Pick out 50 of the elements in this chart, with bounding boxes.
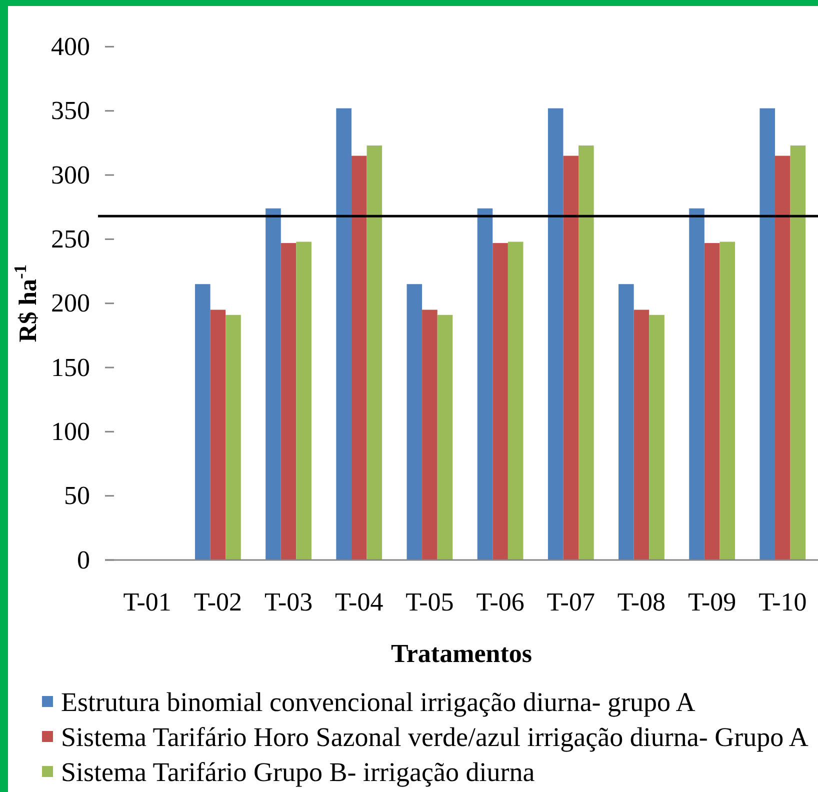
- bar: [351, 156, 367, 560]
- x-tick-label: T-06: [476, 587, 524, 616]
- y-tick-label: 400: [51, 32, 90, 62]
- bar: [563, 156, 579, 560]
- bar: [689, 208, 704, 560]
- y-tick-label: 200: [51, 288, 90, 318]
- legend-label: Sistema Tarifário Grupo B- irrigação diurna: [61, 757, 535, 787]
- y-tick-label: 150: [51, 352, 90, 382]
- y-tick-label: 0: [77, 545, 90, 574]
- bar: [477, 208, 493, 560]
- bar: [226, 314, 241, 560]
- bar: [296, 242, 312, 560]
- bar: [508, 242, 524, 560]
- bar: [775, 156, 790, 560]
- y-tick-label: 100: [51, 416, 90, 446]
- x-axis-title: Tratamentos: [390, 639, 532, 668]
- bar: [406, 284, 422, 560]
- bar: [618, 284, 634, 560]
- bar: [336, 108, 352, 560]
- x-tick-label: T-07: [546, 587, 595, 616]
- bar: [366, 146, 382, 560]
- bar: [578, 146, 594, 560]
- bar: [266, 208, 281, 560]
- legend-label: Estrutura binomial convencional irrigação diurna- grupo A: [61, 687, 696, 717]
- bar: [649, 314, 664, 560]
- bar: [437, 314, 453, 560]
- bar: [548, 108, 564, 560]
- x-tick-label: T-10: [758, 587, 807, 616]
- bar: [790, 146, 806, 560]
- bar: [195, 284, 210, 560]
- y-tick-label: 50: [64, 481, 90, 510]
- bar: [720, 242, 735, 560]
- y-tick-label: 300: [51, 160, 90, 190]
- bar: [210, 310, 226, 560]
- x-tick-label: T-01: [123, 587, 172, 616]
- legend-label: Sistema Tarifário Horo Sazonal verde/azul irrigação diurna- Grupo A: [61, 722, 809, 752]
- x-tick-label: T-03: [264, 587, 313, 616]
- y-tick-label: 250: [51, 224, 90, 254]
- bar: [760, 108, 775, 560]
- x-tick-label: T-02: [194, 587, 242, 616]
- bar: [280, 243, 296, 560]
- x-tick-label: T-09: [688, 587, 736, 616]
- x-tick-label: T-05: [406, 587, 454, 616]
- bar: [634, 310, 650, 560]
- x-tick-label: T-04: [335, 587, 384, 616]
- bar: [492, 243, 508, 560]
- x-tick-label: T-08: [617, 587, 666, 616]
- bar: [422, 310, 438, 560]
- y-tick-label: 350: [51, 96, 90, 126]
- bar: [704, 243, 720, 560]
